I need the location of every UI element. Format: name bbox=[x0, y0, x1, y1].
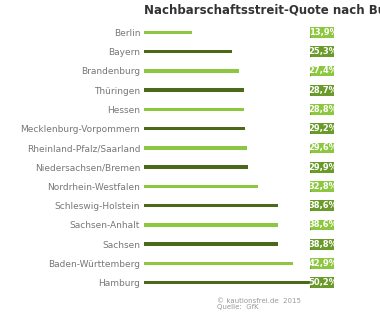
Polygon shape bbox=[310, 189, 311, 192]
FancyBboxPatch shape bbox=[310, 200, 334, 211]
Bar bbox=[144, 69, 239, 73]
FancyBboxPatch shape bbox=[310, 85, 334, 95]
Bar bbox=[144, 281, 318, 285]
Polygon shape bbox=[310, 74, 311, 76]
FancyBboxPatch shape bbox=[310, 123, 334, 134]
Polygon shape bbox=[310, 209, 311, 211]
Bar bbox=[144, 165, 248, 169]
Polygon shape bbox=[310, 113, 311, 115]
Text: 38,6%: 38,6% bbox=[309, 221, 338, 229]
Text: 38,6%: 38,6% bbox=[309, 201, 338, 210]
Bar bbox=[144, 88, 244, 92]
Bar bbox=[144, 146, 247, 150]
Text: 50,2%: 50,2% bbox=[309, 278, 338, 287]
FancyBboxPatch shape bbox=[310, 27, 334, 38]
FancyBboxPatch shape bbox=[310, 239, 334, 250]
Bar bbox=[144, 223, 278, 227]
Text: 27,4%: 27,4% bbox=[309, 66, 338, 76]
Text: 42,9%: 42,9% bbox=[309, 259, 338, 268]
Text: 29,2%: 29,2% bbox=[309, 124, 338, 133]
Bar bbox=[144, 204, 278, 207]
Bar bbox=[144, 262, 293, 265]
FancyBboxPatch shape bbox=[310, 104, 334, 115]
Text: Quelle:  GfK: Quelle: GfK bbox=[217, 304, 258, 310]
Text: 38,8%: 38,8% bbox=[309, 240, 337, 249]
Polygon shape bbox=[310, 228, 311, 230]
FancyBboxPatch shape bbox=[310, 258, 334, 269]
Polygon shape bbox=[310, 132, 311, 134]
Bar bbox=[144, 31, 192, 34]
Polygon shape bbox=[310, 151, 311, 153]
Text: Nachbarschaftsstreit-Quote nach Bundesland: Nachbarschaftsstreit-Quote nach Bundesla… bbox=[144, 3, 380, 17]
Bar bbox=[144, 108, 244, 111]
Polygon shape bbox=[310, 170, 311, 173]
FancyBboxPatch shape bbox=[310, 143, 334, 153]
Bar bbox=[144, 242, 279, 246]
FancyBboxPatch shape bbox=[310, 162, 334, 173]
Text: 13,9%: 13,9% bbox=[309, 28, 338, 37]
Text: © kautionsfrei.de  2015: © kautionsfrei.de 2015 bbox=[217, 298, 301, 304]
Polygon shape bbox=[310, 247, 311, 250]
Polygon shape bbox=[310, 266, 311, 269]
FancyBboxPatch shape bbox=[310, 66, 334, 76]
Bar bbox=[144, 127, 245, 130]
Text: 29,9%: 29,9% bbox=[309, 163, 338, 172]
Polygon shape bbox=[310, 286, 311, 288]
Text: 28,8%: 28,8% bbox=[309, 105, 338, 114]
Polygon shape bbox=[310, 93, 311, 95]
Text: 28,7%: 28,7% bbox=[309, 86, 338, 95]
FancyBboxPatch shape bbox=[310, 181, 334, 192]
FancyBboxPatch shape bbox=[310, 220, 334, 230]
Bar bbox=[144, 50, 232, 53]
Polygon shape bbox=[310, 36, 311, 38]
Bar bbox=[144, 185, 258, 188]
Text: 25,3%: 25,3% bbox=[309, 47, 338, 56]
FancyBboxPatch shape bbox=[310, 277, 334, 288]
Polygon shape bbox=[310, 55, 311, 57]
Text: 32,8%: 32,8% bbox=[309, 182, 338, 191]
FancyBboxPatch shape bbox=[310, 46, 334, 57]
Text: 29,6%: 29,6% bbox=[309, 144, 338, 153]
